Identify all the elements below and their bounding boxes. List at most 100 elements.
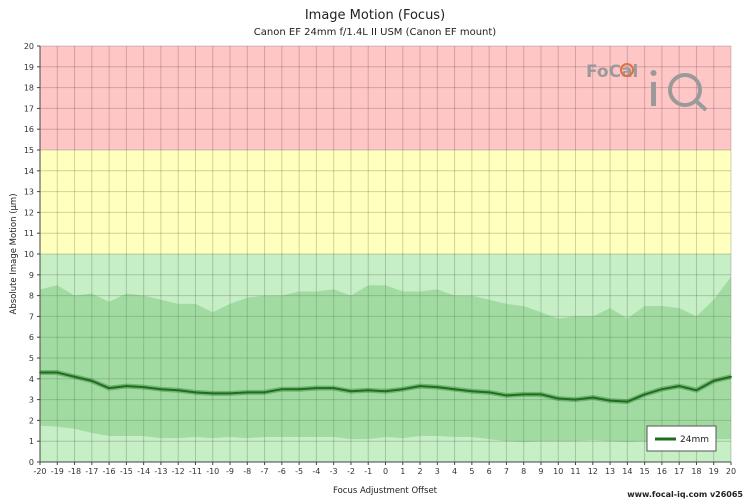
y-tick-label: 2 — [29, 416, 34, 425]
x-tick-label: -2 — [347, 467, 355, 476]
x-tick-label: 5 — [469, 467, 474, 476]
zone-0 — [40, 254, 731, 462]
data-point — [332, 387, 335, 390]
data-point — [643, 393, 646, 396]
y-tick-label: 19 — [24, 63, 34, 72]
data-point — [56, 371, 59, 374]
data-point — [626, 400, 629, 403]
y-tick-label: 7 — [29, 312, 34, 321]
zone-2 — [40, 46, 731, 150]
y-tick-label: 4 — [29, 375, 34, 384]
x-tick-label: -19 — [51, 467, 64, 476]
x-tick-label: -4 — [312, 467, 320, 476]
data-point — [125, 385, 128, 387]
chart-subtitle: Canon EF 24mm f/1.4L II USM (Canon EF mo… — [254, 27, 497, 38]
x-tick-label: -7 — [261, 467, 269, 476]
y-tick-label: 20 — [24, 42, 34, 51]
data-point — [695, 389, 698, 392]
y-tick-label: 5 — [29, 354, 34, 363]
data-point — [315, 387, 318, 390]
data-point — [160, 388, 162, 391]
data-point — [661, 388, 663, 391]
series-lines — [39, 370, 732, 405]
data-point — [470, 390, 473, 393]
x-tick-label: 2 — [418, 467, 423, 476]
y-tick-label: 13 — [24, 188, 34, 197]
data-point — [453, 388, 456, 391]
y-tick-label: 0 — [29, 458, 34, 467]
x-tick-label: 16 — [657, 467, 667, 476]
x-tick-label: -8 — [243, 467, 251, 476]
x-tick-label: -6 — [278, 467, 286, 476]
x-tick-label: -1 — [364, 467, 372, 476]
x-tick-label: 10 — [553, 467, 563, 476]
data-point — [505, 394, 508, 397]
data-point — [73, 375, 76, 378]
y-tick-label: 9 — [29, 271, 34, 280]
data-point — [557, 397, 560, 400]
x-tick-label: -3 — [330, 467, 338, 476]
data-point — [298, 388, 301, 391]
x-tick-label: 17 — [674, 467, 684, 476]
confidence-band — [40, 276, 731, 443]
y-tick-label: 18 — [24, 84, 34, 93]
x-tick-label: -16 — [103, 467, 116, 476]
x-tick-label: 12 — [588, 467, 598, 476]
data-point — [108, 387, 110, 390]
x-tick-label: 1 — [400, 467, 405, 476]
x-tick-label: -11 — [189, 467, 202, 476]
data-point — [678, 385, 681, 387]
y-tick-label: 14 — [24, 167, 34, 176]
data-point — [591, 396, 594, 399]
logo-i-dot-icon — [650, 70, 657, 76]
logo-i-icon — [651, 82, 656, 106]
y-tick-label: 12 — [24, 208, 34, 217]
chart-title: Image Motion (Focus) — [305, 8, 445, 23]
x-tick-label: 20 — [726, 467, 736, 476]
data-point — [436, 386, 439, 389]
x-tick-label: 14 — [622, 467, 632, 476]
x-tick-label: -10 — [206, 467, 219, 476]
zone-1 — [40, 150, 731, 254]
x-tick-label: 19 — [709, 467, 719, 476]
data-point — [712, 379, 715, 382]
data-point — [211, 392, 214, 395]
y-tick-label: 16 — [24, 125, 34, 134]
logo-magnifier-icon — [668, 73, 702, 107]
logo-magnifier-handle-icon — [693, 98, 708, 112]
x-tick-label: 15 — [640, 467, 650, 476]
x-tick-label: 11 — [570, 467, 580, 476]
x-tick-label: -14 — [137, 467, 150, 476]
y-tick-label: 11 — [24, 229, 34, 238]
x-tick-label: -17 — [85, 467, 98, 476]
y-tick-label: 17 — [24, 104, 34, 113]
x-tick-label: 7 — [504, 467, 509, 476]
x-tick-labels: -20 -19 -18 -17 -16 -15 -14 -13 -12 -11 -10 -9 -8 -7-… — [33, 462, 736, 476]
data-point — [574, 398, 577, 401]
x-tick-label: 6 — [487, 467, 492, 476]
x-tick-label: -20 — [33, 467, 46, 476]
data-point — [609, 399, 611, 402]
data-point — [90, 379, 93, 382]
y-tick-label: 8 — [29, 292, 34, 301]
x-tick-label: -12 — [172, 467, 185, 476]
y-tick-label: 1 — [29, 437, 34, 446]
data-point — [401, 388, 404, 391]
series-band-area — [40, 276, 731, 443]
legend-label: 24mm — [680, 435, 709, 445]
data-point — [367, 389, 370, 392]
data-point — [280, 388, 283, 391]
x-tick-label: -13 — [154, 467, 167, 476]
data-point — [384, 390, 387, 393]
x-tick-label: 4 — [452, 467, 457, 476]
data-point — [142, 386, 145, 389]
data-point — [540, 393, 542, 396]
x-tick-label: 3 — [435, 467, 440, 476]
x-tick-label: 8 — [521, 467, 526, 476]
x-tick-label: -15 — [120, 467, 133, 476]
data-point — [730, 375, 732, 378]
x-tick-label: -18 — [68, 467, 81, 476]
x-tick-label: 13 — [605, 467, 615, 476]
logo-wordmark: FoCal — [586, 62, 638, 82]
